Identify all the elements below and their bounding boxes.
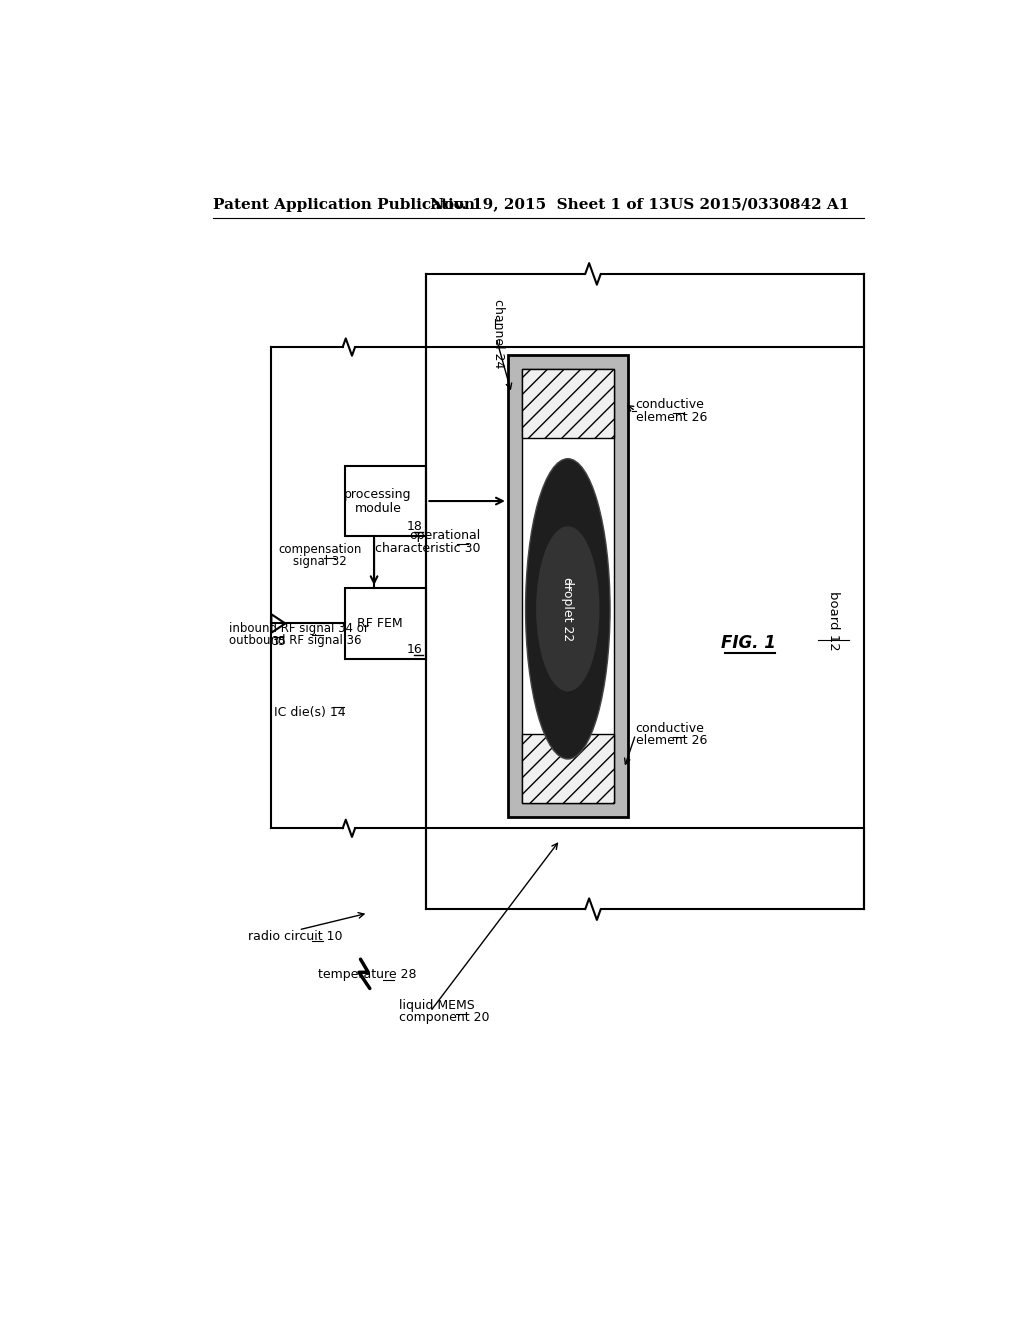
Bar — [508, 355, 628, 817]
Ellipse shape — [525, 459, 610, 759]
Bar — [345, 589, 426, 659]
Text: compensation: compensation — [279, 543, 361, 556]
Text: module: module — [354, 502, 401, 515]
Text: 35: 35 — [271, 635, 286, 648]
Text: Patent Application Publication: Patent Application Publication — [213, 198, 475, 211]
Text: component 20: component 20 — [399, 1011, 489, 1024]
Ellipse shape — [537, 527, 599, 692]
Text: Nov. 19, 2015  Sheet 1 of 13: Nov. 19, 2015 Sheet 1 of 13 — [430, 198, 670, 211]
Text: outbound RF signal 36: outbound RF signal 36 — [228, 634, 361, 647]
Text: signal 32: signal 32 — [293, 556, 347, 569]
Text: FIG. 1: FIG. 1 — [721, 635, 775, 652]
Bar — [521, 368, 614, 803]
Text: 16: 16 — [407, 643, 423, 656]
Bar — [521, 734, 614, 803]
Text: IC die(s) 14: IC die(s) 14 — [274, 706, 346, 719]
Text: board 12: board 12 — [826, 590, 840, 651]
Text: liquid MEMS: liquid MEMS — [399, 999, 475, 1012]
Text: operational: operational — [410, 529, 480, 543]
Text: RF FEM: RF FEM — [356, 616, 402, 630]
Bar — [345, 466, 426, 536]
Text: radio circuit 10: radio circuit 10 — [248, 929, 343, 942]
Text: temperature 28: temperature 28 — [317, 968, 417, 981]
Text: 18: 18 — [407, 520, 423, 533]
Text: channel 24: channel 24 — [493, 300, 505, 368]
Text: US 2015/0330842 A1: US 2015/0330842 A1 — [671, 198, 850, 211]
Text: droplet 22: droplet 22 — [561, 577, 574, 642]
Text: element 26: element 26 — [636, 411, 707, 424]
Bar — [521, 368, 614, 438]
Text: element 26: element 26 — [636, 734, 707, 747]
Text: conductive: conductive — [636, 722, 705, 735]
Text: processing: processing — [344, 488, 412, 502]
Text: conductive: conductive — [636, 399, 705, 412]
Text: inbound RF signal 34 or: inbound RF signal 34 or — [228, 622, 369, 635]
Text: characteristic 30: characteristic 30 — [375, 541, 480, 554]
